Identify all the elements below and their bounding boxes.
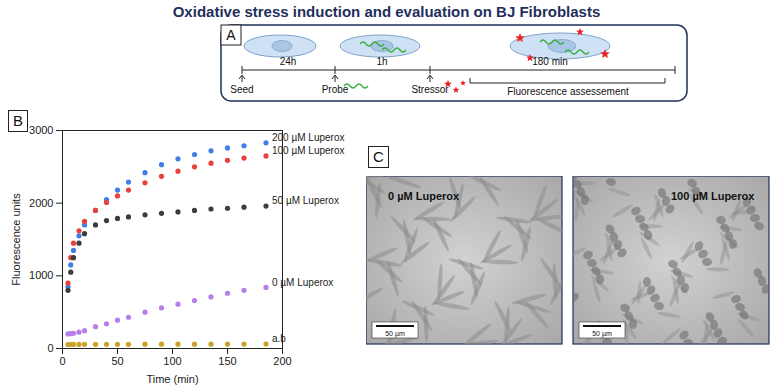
html-text:Oxidative stress induction and: Oxidative stress induction and evaluatio… (172, 3, 601, 20)
svg-text:50 µm: 50 µm (592, 330, 612, 338)
svg-text:100 µM Luperox: 100 µM Luperox (272, 145, 344, 156)
svg-text:150: 150 (218, 355, 236, 367)
svg-text:100: 100 (163, 355, 181, 367)
svg-text:200 µM Luperox: 200 µM Luperox (272, 132, 344, 143)
svg-text:Fluorescence assessement: Fluorescence assessement (507, 86, 629, 97)
svg-text:A: A (226, 27, 236, 43)
svg-text:180 min: 180 min (532, 56, 568, 67)
svg-text:Fluorescence units: Fluorescence units (10, 193, 22, 286)
html-text:C: C (373, 148, 384, 165)
svg-text:100 µM Luperox: 100 µM Luperox (671, 190, 755, 202)
svg-text:0: 0 (59, 355, 65, 367)
svg-text:50: 50 (111, 355, 123, 367)
svg-text:3000: 3000 (29, 124, 53, 136)
svg-text:200: 200 (273, 355, 291, 367)
svg-text:2000: 2000 (29, 197, 53, 209)
svg-text:Seed: Seed (230, 84, 253, 95)
svg-text:24h: 24h (280, 56, 297, 67)
svg-text:a.b: a.b (272, 333, 286, 344)
svg-text:0 µM Luperox: 0 µM Luperox (388, 190, 460, 202)
svg-text:50 µm: 50 µm (385, 330, 405, 338)
html-text:B: B (13, 112, 23, 129)
svg-text:Stressor: Stressor (411, 84, 449, 95)
svg-text:1000: 1000 (29, 269, 53, 281)
svg-text:0 µM Luperox: 0 µM Luperox (272, 277, 333, 288)
svg-text:0: 0 (47, 342, 53, 354)
svg-text:1h: 1h (376, 56, 387, 67)
svg-text:Probe: Probe (321, 84, 349, 95)
svg-text:Time (min): Time (min) (146, 373, 198, 385)
svg-text:50 µM Luperox: 50 µM Luperox (272, 195, 339, 206)
